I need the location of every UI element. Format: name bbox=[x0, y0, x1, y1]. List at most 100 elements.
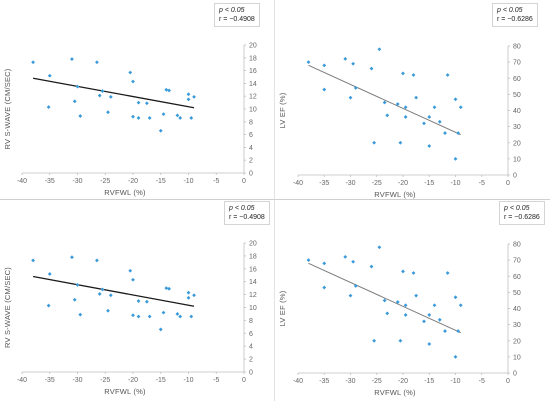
data-point bbox=[136, 299, 141, 303]
y-axis-title: LV EF (%) bbox=[278, 290, 287, 326]
data-point bbox=[443, 131, 447, 135]
x-tick-label: 0 bbox=[506, 378, 510, 385]
data-point bbox=[167, 286, 171, 291]
x-tick-label: -15 bbox=[156, 377, 166, 384]
x-axis-title: RVFWL (%) bbox=[374, 190, 416, 199]
x-tick-label: 0 bbox=[242, 377, 246, 384]
data-point bbox=[131, 114, 135, 119]
chart-lv-ef-bottom: -40 -35 -30 -25 -20 -15 -10 -5 0 0 10 20 30 40 50 60 70 8… bbox=[275, 200, 550, 400]
data-point bbox=[186, 92, 191, 97]
data-point bbox=[351, 259, 356, 264]
data-point bbox=[192, 94, 196, 99]
data-point bbox=[106, 110, 110, 115]
data-point bbox=[401, 269, 405, 274]
data-point bbox=[72, 297, 77, 302]
x-tick-label: -35 bbox=[45, 377, 55, 384]
data-point bbox=[422, 121, 426, 126]
data-point bbox=[458, 303, 463, 308]
x-tick-label: -5 bbox=[213, 377, 219, 384]
data-point bbox=[47, 272, 52, 276]
chart-lv-ef-top-svg: -40 -35 -30 -25 -20 -15 -10 -5 00 10 20 30 40 50 60 70 8… bbox=[278, 44, 521, 200]
data-point bbox=[192, 293, 196, 298]
data-point bbox=[411, 73, 416, 77]
chart-rv-swave-bottom-svg: -40 -35 -30 -25 -20 -15 -10 -5 00 2 4 6 8 10 12 14 16 18 2… bbox=[3, 241, 257, 397]
data-point bbox=[167, 88, 171, 93]
r-value-label: r = −0.6286 bbox=[504, 214, 540, 221]
data-point bbox=[186, 295, 191, 300]
data-point bbox=[136, 100, 141, 105]
data-point bbox=[70, 57, 74, 61]
data-point bbox=[95, 258, 99, 263]
p-value-label: p < 0.05 bbox=[219, 7, 245, 14]
data-point bbox=[131, 79, 135, 84]
y-tick-label: 14 bbox=[249, 279, 257, 286]
y-tick-label: 50 bbox=[513, 290, 521, 297]
data-point bbox=[432, 303, 437, 308]
data-point bbox=[398, 338, 403, 343]
data-point bbox=[372, 338, 377, 343]
data-point bbox=[348, 293, 353, 298]
data-point bbox=[322, 285, 327, 290]
data-point bbox=[161, 310, 166, 315]
data-point bbox=[178, 314, 183, 319]
x-tick-label: -15 bbox=[424, 180, 434, 187]
x-tick-label: -25 bbox=[372, 378, 382, 385]
y-axis-title: LV EF (%) bbox=[278, 92, 287, 128]
y-tick-label: 60 bbox=[513, 76, 521, 83]
data-point bbox=[403, 115, 408, 119]
x-tick-label: -10 bbox=[183, 178, 193, 185]
x-tick-label: -40 bbox=[293, 180, 303, 187]
y-tick-label: 40 bbox=[513, 306, 521, 313]
data-point bbox=[427, 144, 432, 148]
x-tick-label: -20 bbox=[128, 377, 138, 384]
x-tick-label: -5 bbox=[479, 378, 485, 385]
x-tick-label: 0 bbox=[242, 178, 246, 185]
data-point bbox=[453, 97, 458, 102]
x-tick-label: -5 bbox=[213, 178, 219, 185]
trendline bbox=[32, 275, 195, 307]
data-point bbox=[46, 105, 51, 109]
data-point bbox=[437, 317, 442, 322]
stats-box-rv-top: p < 0.05 r = −0.4908 bbox=[214, 3, 260, 27]
data-point bbox=[97, 292, 102, 296]
data-point bbox=[458, 105, 463, 110]
data-point bbox=[453, 295, 458, 300]
data-point bbox=[175, 312, 180, 316]
data-point bbox=[46, 303, 51, 308]
x-tick-label: -25 bbox=[372, 180, 382, 187]
panel-vertical-divider bbox=[274, 0, 275, 401]
y-axis-title: RV S-WAVE (CM/SEC) bbox=[3, 68, 12, 149]
y-tick-label: 60 bbox=[513, 274, 521, 281]
data-point bbox=[432, 105, 437, 110]
data-point bbox=[147, 116, 152, 120]
y-tick-label: 18 bbox=[249, 55, 257, 62]
data-point bbox=[131, 277, 135, 282]
x-tick-label: -20 bbox=[398, 378, 408, 385]
data-point bbox=[31, 258, 35, 263]
x-tick-label: -5 bbox=[479, 180, 485, 187]
data-point bbox=[178, 116, 183, 120]
data-point bbox=[78, 312, 83, 317]
stats-box-lv-bottom: p < 0.05 r = −0.6286 bbox=[499, 201, 545, 225]
r-value-label: r = −0.4908 bbox=[219, 16, 255, 23]
data-point bbox=[369, 66, 374, 71]
data-point bbox=[377, 245, 382, 250]
data-point bbox=[322, 87, 327, 92]
x-tick-label: -30 bbox=[345, 180, 355, 187]
x-tick-label: -30 bbox=[345, 378, 355, 385]
y-tick-label: 16 bbox=[249, 68, 257, 75]
x-tick-label: -10 bbox=[450, 378, 460, 385]
x-tick-label: -20 bbox=[398, 180, 408, 187]
data-point bbox=[427, 342, 432, 346]
y-tick-label: 50 bbox=[513, 92, 521, 99]
data-point bbox=[100, 287, 105, 292]
x-tick-label: -10 bbox=[450, 180, 460, 187]
data-point bbox=[31, 60, 35, 65]
data-point bbox=[403, 105, 408, 110]
data-point bbox=[427, 115, 432, 119]
trendline bbox=[308, 262, 461, 334]
y-tick-label: 2 bbox=[249, 357, 253, 364]
p-value-label: p < 0.05 bbox=[229, 205, 255, 212]
data-point bbox=[437, 119, 442, 124]
data-point bbox=[161, 112, 166, 117]
